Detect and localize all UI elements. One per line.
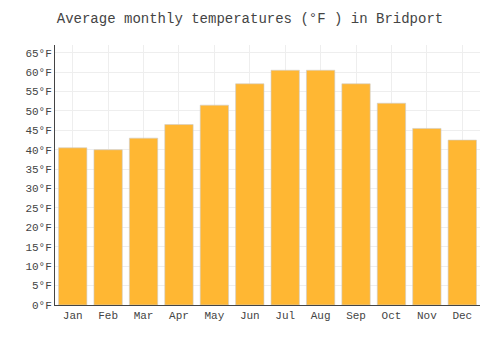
svg-text:Sep: Sep [346, 310, 366, 322]
svg-text:65°F: 65°F [25, 48, 51, 60]
svg-text:40°F: 40°F [25, 145, 51, 157]
svg-text:Jul: Jul [275, 310, 295, 322]
svg-text:50°F: 50°F [25, 106, 51, 118]
svg-text:Feb: Feb [98, 310, 118, 322]
svg-text:Oct: Oct [382, 310, 402, 322]
svg-text:35°F: 35°F [25, 164, 51, 176]
svg-text:20°F: 20°F [25, 222, 51, 234]
svg-text:Aug: Aug [311, 310, 331, 322]
svg-text:Dec: Dec [452, 310, 472, 322]
svg-text:25°F: 25°F [25, 203, 51, 215]
svg-text:30°F: 30°F [25, 183, 51, 195]
svg-text:Jan: Jan [63, 310, 83, 322]
svg-text:15°F: 15°F [25, 242, 51, 254]
svg-text:Nov: Nov [417, 310, 437, 322]
svg-text:5°F: 5°F [32, 280, 52, 292]
svg-text:Mar: Mar [134, 310, 154, 322]
svg-text:55°F: 55°F [25, 86, 51, 98]
svg-text:60°F: 60°F [25, 67, 51, 79]
svg-text:0°F: 0°F [32, 300, 52, 312]
svg-text:Jun: Jun [240, 310, 260, 322]
svg-text:10°F: 10°F [25, 261, 51, 273]
svg-text:Average monthly temperatures (: Average monthly temperatures (°F ) in Br… [57, 11, 443, 27]
svg-text:Apr: Apr [169, 310, 189, 322]
svg-text:May: May [204, 310, 224, 322]
svg-text:45°F: 45°F [25, 125, 51, 137]
